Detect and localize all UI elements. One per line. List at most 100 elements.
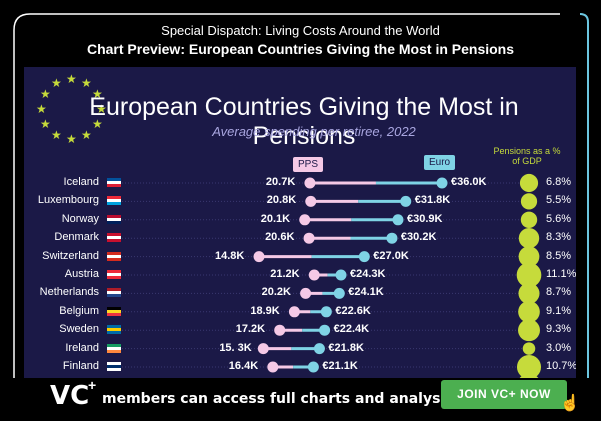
country-label: Denmark (54, 231, 99, 244)
pps-value-label: 17.2K (235, 323, 266, 336)
eu-star-icon: ★ (81, 76, 92, 91)
dispatch-title: Special Dispatch: Living Costs Around th… (161, 23, 440, 38)
euro-dot (320, 306, 332, 318)
eu-star-icon: ★ (96, 102, 107, 116)
pps-dot (305, 195, 317, 207)
eu-star-icon: ★ (91, 117, 103, 131)
eu-star-icon: ★ (36, 102, 47, 116)
pct-gdp-bubble (518, 227, 540, 249)
flag-icon (107, 178, 121, 187)
pct-gdp-bubble (520, 211, 538, 228)
pps-dot (257, 343, 269, 355)
pct-gdp-bubble (522, 342, 536, 355)
vc-plus-mark: + (88, 377, 97, 393)
country-label: Switzerland (42, 249, 99, 262)
pps-value-label: 20.1K (260, 212, 291, 225)
country-label: Austria (64, 268, 99, 280)
pps-value-label: 20.8K (266, 194, 297, 207)
legend-euro: Euro (424, 155, 456, 170)
country-label: Belgium (59, 304, 99, 317)
vc-logo: VC (50, 381, 90, 411)
flag-icon (107, 306, 121, 316)
flag-icon (107, 251, 121, 261)
euro-value-label: €36.0K (451, 176, 487, 188)
footer-text: members can access full charts and analy… (102, 391, 454, 407)
country-label: Luxembourg (37, 194, 99, 207)
pps-dot (303, 232, 315, 244)
pps-value-label: 20.6K (265, 231, 295, 244)
euro-dot (392, 214, 404, 226)
pps-value-label: 14.8K (215, 249, 245, 262)
pps-value-label: 20.2K (261, 286, 291, 299)
pct-gdp-bubble (520, 193, 538, 210)
euro-dot (307, 361, 319, 373)
pct-gdp-label: 3.0% (546, 341, 572, 354)
country-label: Netherlands (39, 286, 99, 299)
pps-value-label: 18.9K (250, 304, 280, 317)
eu-star-icon: ★ (91, 87, 103, 101)
country-label: Iceland (63, 176, 99, 188)
pct-gdp-bubble (518, 300, 540, 323)
pct-gdp-label: 8.3% (546, 231, 572, 244)
euro-value-label: €31.8K (414, 194, 451, 207)
eu-star-icon: ★ (51, 76, 62, 91)
flag-icon (107, 233, 121, 243)
pps-dot (300, 287, 312, 299)
flag-icon (107, 288, 121, 298)
pps-dot (274, 324, 286, 336)
flag-icon (107, 362, 121, 371)
euro-dot (313, 343, 325, 355)
chart-subtitle: Average spending per retiree, 2022 (212, 124, 416, 139)
pps-dot (267, 361, 279, 373)
eu-star-icon: ★ (40, 117, 51, 131)
pps-value-label: 21.2K (270, 268, 300, 280)
euro-value-label: €30.2K (400, 231, 437, 244)
pct-gdp-bubble (518, 319, 540, 342)
legend-pps: PPS (293, 157, 324, 172)
eu-star-icon: ★ (51, 127, 62, 142)
country-label: Ireland (65, 341, 99, 354)
pct-gdp-label: 5.5% (546, 194, 572, 207)
euro-dot (436, 177, 448, 189)
country-label: Finland (62, 360, 99, 372)
chart-preview-title: Chart Preview: European Countries Giving… (86, 41, 515, 57)
euro-dot (333, 287, 345, 299)
pps-dot (299, 214, 311, 226)
euro-dot (400, 195, 412, 207)
flag-icon (107, 214, 121, 224)
pps-value-label: 15. 3K (219, 341, 252, 354)
euro-value-label: €21.1K (322, 360, 358, 372)
eu-star-icon: ★ (66, 72, 77, 86)
join-vc-button[interactable]: JOIN VC+ NOW (441, 380, 567, 409)
flag-icon (107, 343, 121, 353)
euro-value-label: €22.4K (333, 323, 370, 336)
pps-value-label: 16.4K (228, 360, 259, 372)
pct-gdp-label: 8.7% (546, 286, 572, 299)
pct-gdp-label: 11.1% (546, 268, 576, 280)
dumbbell-plot (119, 173, 542, 380)
euro-dot (319, 324, 331, 336)
country-label: Sweden (59, 323, 99, 336)
flag-icon (107, 325, 121, 335)
country-label: Norway (61, 212, 99, 225)
flag-icon (107, 270, 121, 279)
chart-panel: ★ ★ ★ ★ ★ ★ ★ ★ ★ ★ ★ ★ European Countries Giving t… (24, 67, 576, 380)
pct-gdp-label: 8.5% (546, 249, 572, 262)
pps-value-label: 20.7K (265, 176, 296, 188)
pps-dot (304, 177, 316, 189)
pct-gdp-bubble (519, 173, 539, 193)
pct-gdp-bubble (518, 282, 540, 304)
pct-gdp-label: 9.3% (546, 323, 572, 336)
eu-star-icon: ★ (40, 87, 51, 101)
pct-gdp-label: 6.8% (546, 176, 572, 188)
euro-value-label: €21.8K (328, 341, 364, 354)
euro-dot (335, 269, 347, 281)
pps-dot (308, 269, 320, 281)
pct-gdp-bubble (518, 246, 540, 267)
pct-gdp-label: 10.7% (546, 360, 576, 372)
pps-dot (253, 251, 265, 263)
euro-dot (358, 251, 370, 263)
pct-gdp-label: 5.6% (546, 212, 572, 225)
euro-value-label: €24.3K (350, 268, 386, 280)
chart-title: European Countries Giving the Most in Pe… (89, 93, 519, 150)
